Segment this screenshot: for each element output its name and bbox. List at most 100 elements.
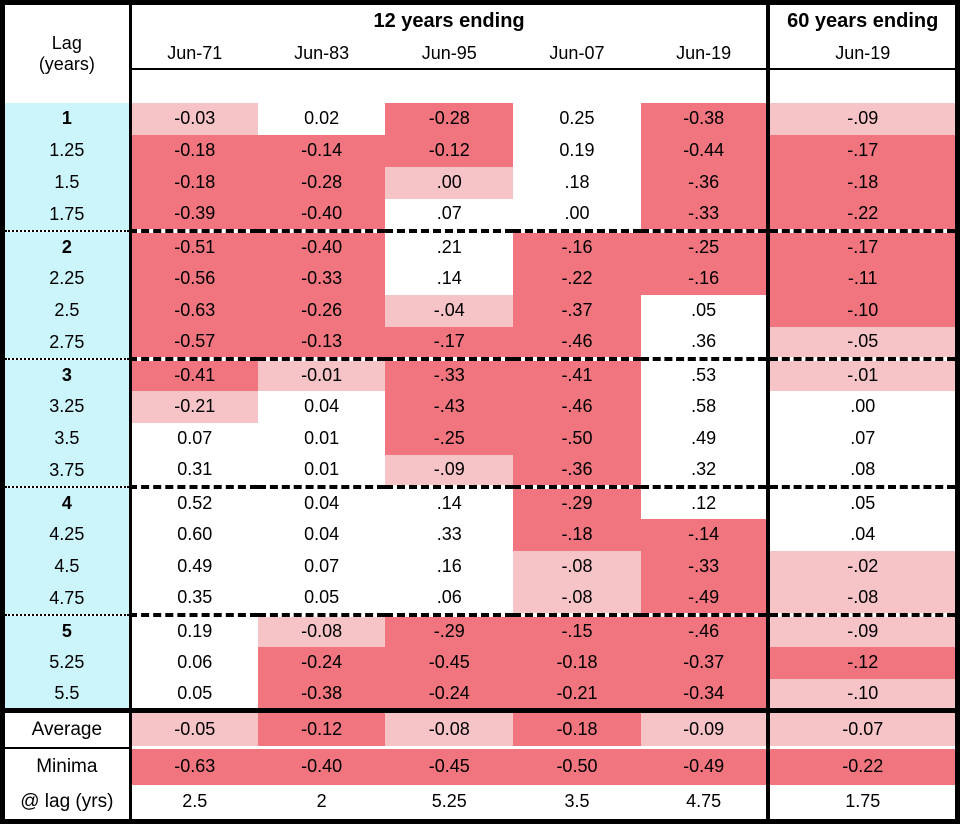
value-cell: -.37	[513, 294, 641, 327]
table-row: 1.75 -0.39 -0.40.07.00 -.33 -.22	[2, 198, 958, 231]
value-cell: 0.06	[130, 646, 258, 679]
value-cell: -0.63	[130, 294, 258, 327]
value-cell: -0.39	[130, 198, 258, 231]
value-cell: -.43	[385, 390, 514, 423]
summary-label-cell: Minima	[2, 747, 132, 785]
value-cell: -0.34	[640, 678, 769, 711]
lag-cell: 3.25	[2, 390, 132, 423]
value-cell: -0.28	[257, 166, 386, 199]
lag-cell: 2.75	[2, 326, 132, 359]
value-cell: -.22	[513, 262, 641, 295]
value-cell: -.46	[640, 612, 769, 647]
header-spacer-row	[3, 68, 958, 103]
value-cell: -0.45	[385, 747, 514, 785]
value-cell: -0.49	[640, 747, 769, 785]
value-cell: -0.45	[385, 646, 514, 679]
value-cell: .00	[766, 390, 958, 423]
group-header-60yr: 60 years ending	[766, 2, 958, 39]
column-header-jun83: Jun-83	[257, 38, 386, 70]
value-cell: .05	[640, 294, 769, 327]
value-cell: 0.04	[257, 518, 386, 551]
value-cell: 2	[257, 784, 386, 822]
value-cell: -0.57	[130, 326, 258, 359]
value-cell: -0.40	[257, 198, 386, 231]
value-cell: .58	[640, 390, 769, 423]
lag-cell: 5.25	[2, 646, 132, 679]
table-row: 3.25 -0.21 0.04 -.43 -.46.58.00	[2, 390, 958, 423]
value-cell: -.17	[385, 326, 514, 359]
value-cell: 0.02	[257, 102, 386, 135]
value-cell: .49	[640, 422, 769, 455]
value-cell: .12	[640, 484, 769, 519]
value-cell: -.08	[513, 550, 641, 583]
value-cell: 0.05	[130, 678, 258, 711]
value-cell: -0.14	[257, 134, 386, 167]
value-cell: -0.12	[257, 708, 386, 749]
value-cell: -.11	[766, 262, 958, 295]
value-cell: .36	[640, 326, 769, 359]
value-cell: 0.01	[257, 422, 386, 455]
value-cell: -.41	[513, 356, 641, 391]
value-cell: 0.07	[257, 550, 386, 583]
value-cell: -.36	[513, 454, 641, 487]
table-row: 3.75 0.31 0.01 -.09 -.36.32.08	[2, 454, 958, 487]
value-cell: .14	[385, 262, 514, 295]
lag-cell: 1.75	[2, 198, 132, 231]
value-cell: -0.05	[130, 708, 258, 749]
value-cell: -0.08	[257, 612, 386, 647]
value-cell: -0.18	[513, 708, 641, 749]
value-cell: -.50	[513, 422, 641, 455]
value-cell: -0.44	[640, 134, 769, 167]
table-row: 4.75 0.35 0.05.06 -.08 -.49 -.08	[2, 582, 958, 615]
value-cell: 0.05	[257, 582, 386, 615]
value-cell: -.14	[640, 518, 769, 551]
data-rows: 1 -0.03 0.02 -0.28 0.25 -0.38 -.09 1.25 -0.18 -0.…	[2, 102, 958, 711]
value-cell: -.09	[385, 454, 514, 487]
column-header-jun95: Jun-95	[385, 38, 514, 70]
value-cell: .07	[385, 198, 514, 231]
lag-cell: 2	[2, 229, 132, 263]
summary-label-cell: Average	[2, 708, 132, 749]
table-row: 3.5 0.07 0.01 -.25 -.50.49.07	[2, 422, 958, 455]
value-cell: -0.18	[513, 646, 641, 679]
table-row: 1.5 -0.18 -0.28.00.18 -.36 -.18	[2, 166, 958, 199]
lag-cell: 3.5	[2, 422, 132, 455]
value-cell: -.08	[766, 582, 958, 615]
value-cell: -.09	[766, 612, 958, 647]
lag-cell: 5	[2, 613, 132, 647]
value-cell: -.16	[513, 228, 641, 263]
table-row: 3 -0.41 -0.01 -.33 -.41.53 -.01	[2, 356, 958, 391]
value-cell: -0.09	[640, 708, 769, 749]
value-cell: -0.12	[385, 134, 514, 167]
value-cell: -.33	[385, 356, 514, 391]
column-header-jun07: Jun-07	[513, 38, 641, 70]
spacer-cell	[766, 68, 958, 103]
table-row: 1.25 -0.18 -0.14 -0.12 0.19 -0.44 -.17	[2, 134, 958, 167]
value-cell: .18	[513, 166, 641, 199]
value-cell: .53	[640, 356, 769, 391]
value-cell: -.09	[766, 102, 958, 135]
value-cell: -.04	[385, 294, 514, 327]
table-row: 5.5 0.05 -0.38 -0.24 -0.21 -0.34 -.10	[2, 678, 958, 711]
lag-cell: 4.5	[2, 550, 132, 583]
summary-row: Average -0.05 -0.12 -0.08 -0.18 -0.09 -0.07	[2, 708, 958, 749]
value-cell: -0.01	[257, 356, 386, 391]
value-cell: -0.51	[130, 228, 258, 263]
value-cell: -.33	[640, 550, 769, 583]
value-cell: -.29	[513, 484, 641, 519]
value-cell: -0.40	[257, 747, 386, 785]
value-cell: -.25	[640, 228, 769, 263]
table-row: 5 0.19 -0.08 -.29 -.15 -.46 -.09	[2, 612, 958, 647]
value-cell: .21	[385, 228, 514, 263]
value-cell: -.49	[640, 582, 769, 615]
header-period-row: Jun-71 Jun-83 Jun-95 Jun-07 Jun-19 Jun-1…	[3, 38, 958, 70]
spacer-cell	[640, 68, 769, 103]
value-cell: 3.5	[513, 784, 641, 822]
value-cell: -0.08	[385, 708, 514, 749]
value-cell: -.15	[513, 612, 641, 647]
lag-cell: 4.25	[2, 518, 132, 551]
value-cell: -.29	[385, 612, 514, 647]
table-row: 4.5 0.49 0.07.16 -.08 -.33 -.02	[2, 550, 958, 583]
value-cell: -.12	[766, 646, 958, 679]
